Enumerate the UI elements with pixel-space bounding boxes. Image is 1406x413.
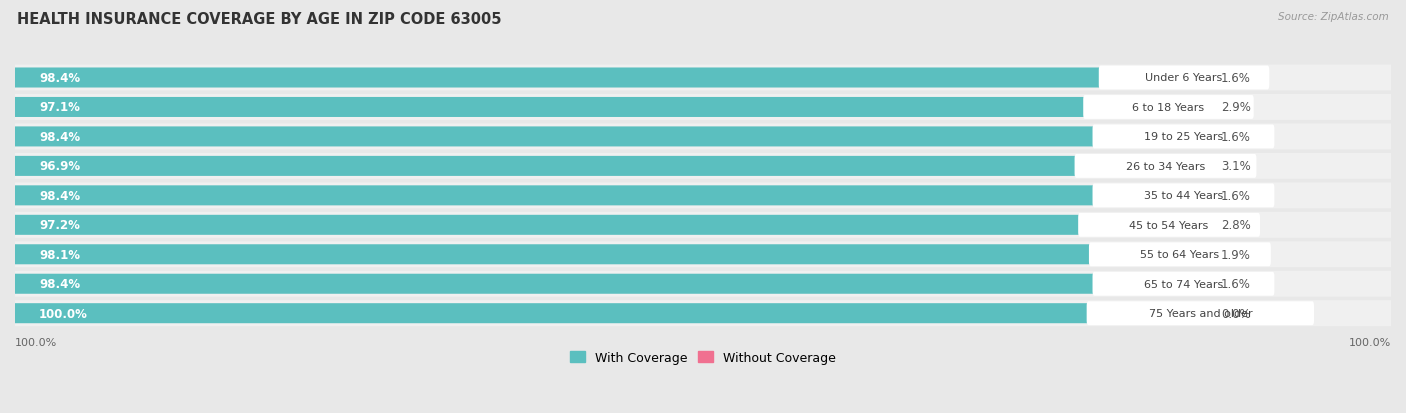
FancyBboxPatch shape <box>1178 215 1212 235</box>
FancyBboxPatch shape <box>15 98 1177 118</box>
Text: 1.9%: 1.9% <box>1220 248 1251 261</box>
Text: 98.4%: 98.4% <box>39 278 80 290</box>
FancyBboxPatch shape <box>1092 125 1274 149</box>
FancyBboxPatch shape <box>15 65 1391 91</box>
FancyBboxPatch shape <box>1098 66 1270 90</box>
Text: 100.0%: 100.0% <box>1348 337 1391 347</box>
Text: 19 to 25 Years: 19 to 25 Years <box>1144 132 1223 142</box>
FancyBboxPatch shape <box>1192 274 1212 294</box>
Text: 96.9%: 96.9% <box>39 160 80 173</box>
FancyBboxPatch shape <box>15 183 1391 209</box>
Text: 98.4%: 98.4% <box>39 131 80 144</box>
FancyBboxPatch shape <box>15 215 1178 235</box>
Text: 1.6%: 1.6% <box>1220 131 1251 144</box>
FancyBboxPatch shape <box>15 212 1391 238</box>
FancyBboxPatch shape <box>1083 96 1254 120</box>
FancyBboxPatch shape <box>15 124 1391 150</box>
FancyBboxPatch shape <box>15 154 1391 179</box>
FancyBboxPatch shape <box>1189 244 1212 265</box>
FancyBboxPatch shape <box>15 301 1391 326</box>
FancyBboxPatch shape <box>1092 272 1274 296</box>
Text: 65 to 74 Years: 65 to 74 Years <box>1144 279 1223 289</box>
FancyBboxPatch shape <box>15 242 1391 268</box>
Text: HEALTH INSURANCE COVERAGE BY AGE IN ZIP CODE 63005: HEALTH INSURANCE COVERAGE BY AGE IN ZIP … <box>17 12 502 27</box>
Text: 26 to 34 Years: 26 to 34 Years <box>1126 161 1205 171</box>
FancyBboxPatch shape <box>1074 154 1257 178</box>
Text: 97.1%: 97.1% <box>39 101 80 114</box>
FancyBboxPatch shape <box>15 271 1391 297</box>
Text: 3.1%: 3.1% <box>1220 160 1251 173</box>
Text: 2.8%: 2.8% <box>1220 219 1251 232</box>
Text: 100.0%: 100.0% <box>39 307 87 320</box>
FancyBboxPatch shape <box>15 157 1174 176</box>
FancyBboxPatch shape <box>1192 127 1212 147</box>
Text: 2.9%: 2.9% <box>1220 101 1251 114</box>
Text: 1.6%: 1.6% <box>1220 278 1251 290</box>
Text: Source: ZipAtlas.com: Source: ZipAtlas.com <box>1278 12 1389 22</box>
Text: 1.6%: 1.6% <box>1220 72 1251 85</box>
Text: Under 6 Years: Under 6 Years <box>1146 74 1223 83</box>
Text: 35 to 44 Years: 35 to 44 Years <box>1144 191 1223 201</box>
FancyBboxPatch shape <box>1192 186 1212 206</box>
FancyBboxPatch shape <box>1177 98 1212 118</box>
Text: 97.2%: 97.2% <box>39 219 80 232</box>
FancyBboxPatch shape <box>1078 214 1260 237</box>
Text: 98.1%: 98.1% <box>39 248 80 261</box>
Text: 55 to 64 Years: 55 to 64 Years <box>1140 250 1219 260</box>
FancyBboxPatch shape <box>1192 68 1212 88</box>
Text: 0.0%: 0.0% <box>1220 307 1251 320</box>
Text: 100.0%: 100.0% <box>15 337 58 347</box>
FancyBboxPatch shape <box>1174 157 1212 176</box>
FancyBboxPatch shape <box>15 186 1192 206</box>
FancyBboxPatch shape <box>15 244 1189 265</box>
FancyBboxPatch shape <box>15 68 1192 88</box>
FancyBboxPatch shape <box>1087 301 1315 325</box>
Text: 6 to 18 Years: 6 to 18 Years <box>1132 103 1205 113</box>
Text: 1.6%: 1.6% <box>1220 190 1251 202</box>
FancyBboxPatch shape <box>15 274 1192 294</box>
FancyBboxPatch shape <box>15 127 1192 147</box>
Text: 75 Years and older: 75 Years and older <box>1149 309 1253 318</box>
Text: 98.4%: 98.4% <box>39 72 80 85</box>
FancyBboxPatch shape <box>1092 184 1274 208</box>
Text: 45 to 54 Years: 45 to 54 Years <box>1129 220 1209 230</box>
FancyBboxPatch shape <box>15 304 1212 323</box>
Legend: With Coverage, Without Coverage: With Coverage, Without Coverage <box>571 351 835 364</box>
Text: 98.4%: 98.4% <box>39 190 80 202</box>
FancyBboxPatch shape <box>15 95 1391 121</box>
FancyBboxPatch shape <box>1088 243 1271 266</box>
